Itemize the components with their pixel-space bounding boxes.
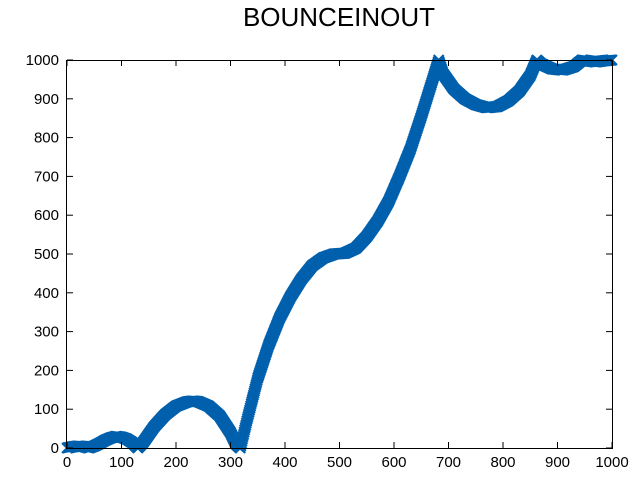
y-tick-label: 200 (34, 362, 59, 379)
chart-title: BOUNCEINOUT (243, 2, 435, 32)
x-tick-label: 0 (63, 454, 71, 471)
x-axis: 0 100 200 300 400 500 600 700 800 900 1000 (63, 60, 629, 471)
x-tick-label: 600 (381, 454, 406, 471)
x-tick-label: 200 (163, 454, 188, 471)
y-tick-label: 300 (34, 324, 59, 341)
y-tick-label: 800 (34, 130, 59, 147)
y-tick-label: 1000 (26, 52, 59, 69)
data-marks (61, 54, 618, 454)
x-tick-label: 500 (327, 454, 352, 471)
x-tick-label: 900 (545, 454, 570, 471)
y-tick-label: 900 (34, 91, 59, 108)
y-tick-label: 500 (34, 246, 59, 263)
y-tick-label: 0 (51, 440, 59, 457)
x-tick-label: 300 (218, 454, 243, 471)
x-tick-label: 700 (436, 454, 461, 471)
y-tick-label: 600 (34, 207, 59, 224)
x-tick-label: 1000 (595, 454, 628, 471)
y-tick-label: 100 (34, 401, 59, 418)
y-tick-label: 400 (34, 285, 59, 302)
y-axis: 0 100 200 300 400 500 600 700 800 900 1000 (26, 52, 612, 457)
x-tick-label: 100 (109, 454, 134, 471)
y-tick-label: 700 (34, 168, 59, 185)
x-tick-label: 400 (272, 454, 297, 471)
x-tick-label: 800 (490, 454, 515, 471)
